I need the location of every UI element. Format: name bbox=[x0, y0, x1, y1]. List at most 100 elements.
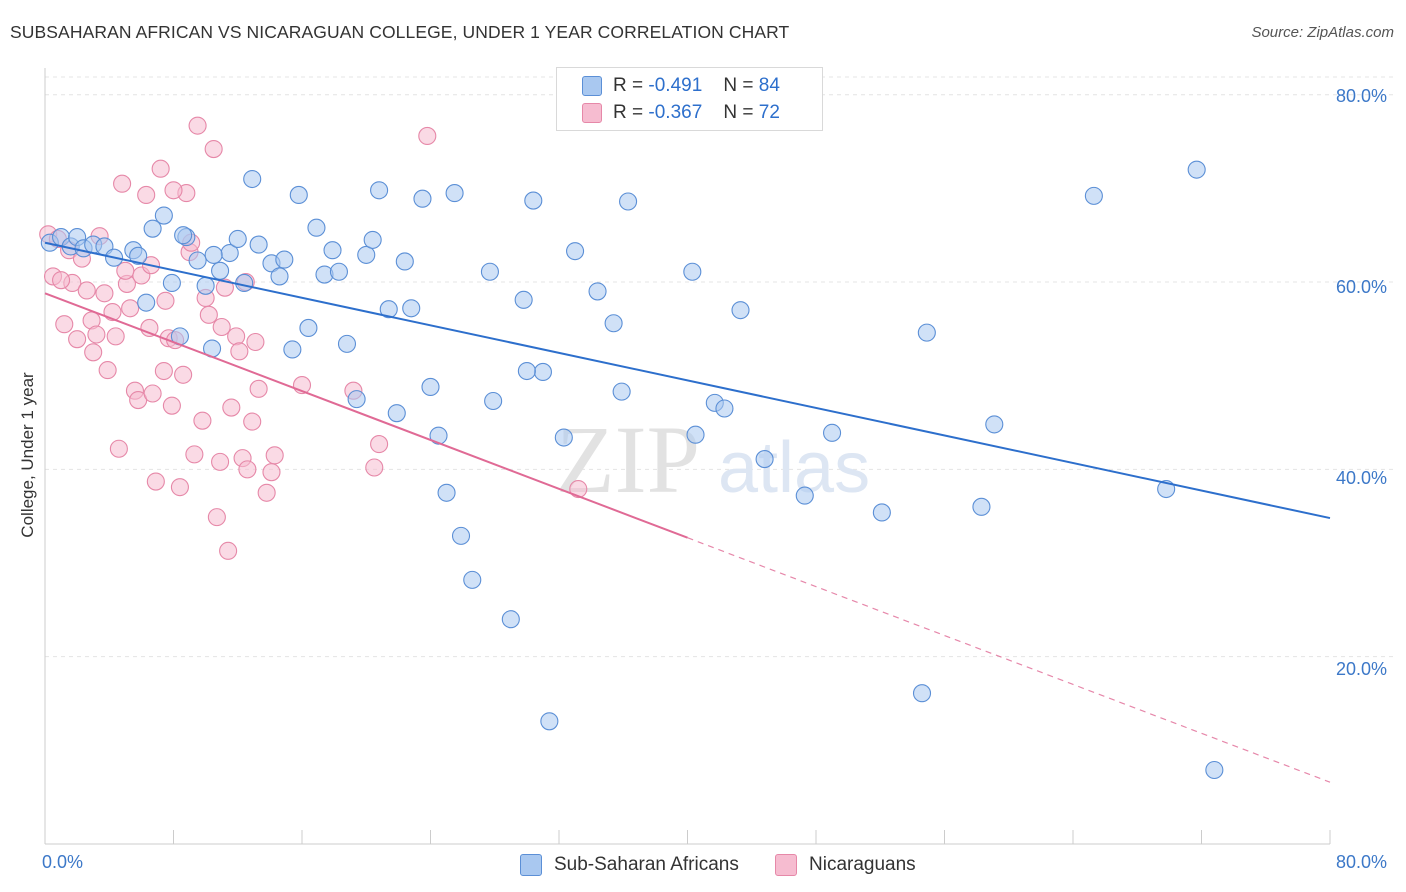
point-sub-saharan bbox=[451, 526, 471, 545]
point-sub-saharan bbox=[588, 282, 607, 301]
point-sub-saharan bbox=[612, 382, 631, 401]
trend-lines bbox=[44, 241, 1331, 783]
n-label: N = bbox=[723, 75, 754, 96]
stats-legend: R = -0.491 N = 84 R = -0.367 N = 72 bbox=[556, 67, 823, 131]
point-nicaraguan bbox=[243, 412, 262, 431]
point-sub-saharan bbox=[283, 340, 302, 359]
point-sub-saharan bbox=[554, 428, 573, 447]
y-tick-60: 60.0% bbox=[1336, 277, 1388, 297]
trend-line-nicaraguans bbox=[44, 292, 688, 539]
point-nicaraguan bbox=[418, 126, 437, 145]
point-nicaraguan bbox=[204, 140, 223, 159]
point-sub-saharan bbox=[329, 262, 348, 281]
point-nicaraguan bbox=[146, 472, 165, 491]
point-nicaraguan bbox=[55, 315, 74, 334]
watermark-atlas: atlas bbox=[718, 428, 870, 508]
point-nicaraguan bbox=[185, 445, 204, 464]
point-nicaraguan bbox=[154, 361, 173, 381]
point-nicaraguan bbox=[98, 361, 117, 380]
point-nicaraguan bbox=[212, 317, 231, 337]
r-label: R = bbox=[613, 102, 644, 123]
x-axis-max-label: 80.0% bbox=[1336, 852, 1388, 872]
point-nicaraguan bbox=[143, 384, 162, 403]
point-nicaraguan bbox=[262, 463, 281, 482]
point-nicaraguan bbox=[246, 332, 265, 352]
point-nicaraguan bbox=[109, 439, 128, 458]
n-label: N = bbox=[723, 102, 754, 123]
axes bbox=[44, 68, 1331, 845]
point-sub-saharan bbox=[917, 323, 936, 342]
point-sub-saharan bbox=[985, 415, 1004, 434]
point-sub-saharan bbox=[228, 229, 247, 249]
point-sub-saharan bbox=[129, 246, 148, 265]
point-sub-saharan bbox=[289, 185, 308, 204]
legend-item-sub-saharan[interactable]: Sub-Saharan Africans bbox=[520, 852, 739, 878]
n-value: 72 bbox=[758, 102, 780, 123]
point-sub-saharan bbox=[540, 712, 559, 731]
y-tick-80: 80.0% bbox=[1336, 86, 1388, 106]
point-nicaraguan bbox=[95, 284, 114, 303]
point-nicaraguan bbox=[215, 278, 234, 297]
point-sub-saharan bbox=[270, 267, 289, 286]
legend-label: Nicaraguans bbox=[809, 854, 916, 875]
point-nicaraguan bbox=[207, 508, 226, 527]
point-sub-saharan bbox=[395, 252, 414, 271]
y-tick-20: 20.0% bbox=[1336, 659, 1388, 679]
point-sub-saharan bbox=[480, 262, 499, 281]
point-nicaraguan bbox=[113, 174, 132, 193]
point-sub-saharan bbox=[1205, 760, 1224, 780]
point-nicaraguan bbox=[68, 330, 87, 349]
point-sub-saharan bbox=[731, 301, 750, 320]
point-sub-saharan bbox=[912, 684, 932, 703]
point-sub-saharan bbox=[421, 377, 440, 396]
point-sub-saharan bbox=[517, 361, 536, 381]
r-value: -0.367 bbox=[648, 102, 703, 123]
y-tick-40: 40.0% bbox=[1336, 468, 1388, 488]
blue-swatch-icon bbox=[582, 76, 602, 96]
trend-line-sub-saharan bbox=[44, 241, 1331, 520]
source-label: Source: ZipAtlas.com bbox=[1251, 24, 1394, 41]
r-value: -0.491 bbox=[648, 75, 703, 96]
legend-item-nicaraguans[interactable]: Nicaraguans bbox=[775, 852, 916, 878]
point-sub-saharan bbox=[402, 299, 421, 318]
legend-label: Sub-Saharan Africans bbox=[554, 854, 739, 875]
point-nicaraguan bbox=[222, 398, 241, 417]
point-nicaraguan bbox=[164, 181, 183, 200]
point-sub-saharan bbox=[299, 318, 318, 337]
point-sub-saharan bbox=[196, 276, 215, 295]
point-nicaraguan bbox=[199, 305, 218, 324]
point-sub-saharan bbox=[1187, 160, 1206, 179]
series-sub-saharan-africans bbox=[40, 160, 1224, 780]
point-sub-saharan bbox=[347, 390, 366, 409]
point-sub-saharan bbox=[604, 314, 623, 333]
point-sub-saharan bbox=[204, 245, 223, 264]
point-sub-saharan bbox=[524, 191, 543, 210]
point-sub-saharan bbox=[188, 251, 207, 270]
pink-swatch-icon bbox=[582, 103, 602, 123]
point-sub-saharan bbox=[972, 497, 991, 516]
point-nicaraguan bbox=[219, 541, 238, 560]
point-sub-saharan bbox=[363, 230, 382, 249]
point-nicaraguan bbox=[569, 479, 588, 499]
point-sub-saharan bbox=[307, 218, 326, 237]
point-sub-saharan bbox=[387, 404, 406, 423]
point-nicaraguan bbox=[84, 343, 103, 362]
point-sub-saharan bbox=[445, 184, 464, 203]
point-sub-saharan bbox=[463, 570, 482, 589]
point-nicaraguan bbox=[257, 483, 276, 502]
point-nicaraguan bbox=[174, 365, 193, 384]
point-sub-saharan bbox=[249, 235, 268, 254]
point-sub-saharan bbox=[275, 250, 294, 269]
point-sub-saharan bbox=[533, 362, 552, 382]
y-axis-label: College, Under 1 year bbox=[18, 372, 37, 538]
point-sub-saharan bbox=[501, 610, 520, 629]
point-sub-saharan bbox=[823, 423, 842, 442]
point-sub-saharan bbox=[154, 206, 173, 225]
point-nicaraguan bbox=[370, 435, 389, 454]
point-nicaraguan bbox=[249, 379, 268, 398]
point-sub-saharan bbox=[174, 226, 193, 245]
point-nicaraguan bbox=[116, 261, 135, 280]
point-sub-saharan bbox=[619, 192, 638, 211]
point-sub-saharan bbox=[211, 261, 230, 280]
point-sub-saharan bbox=[162, 273, 181, 293]
